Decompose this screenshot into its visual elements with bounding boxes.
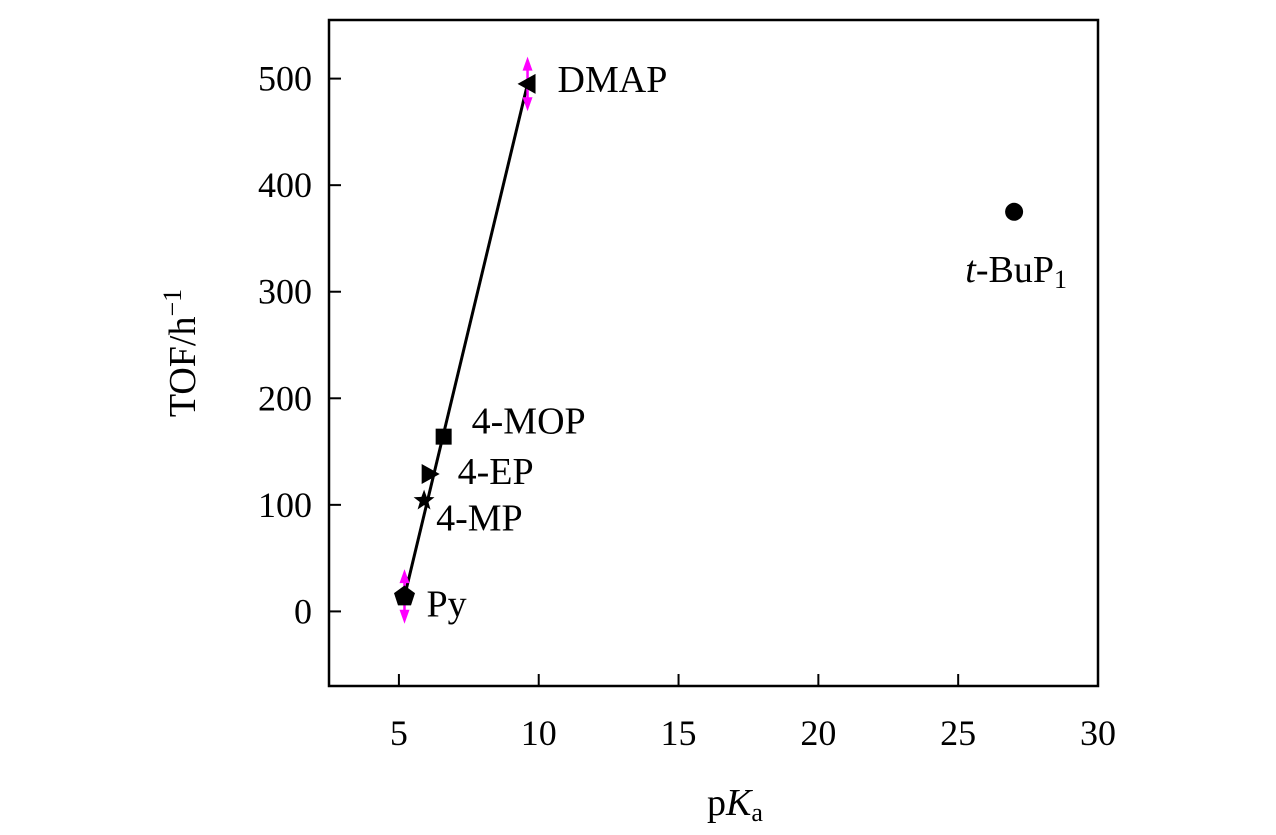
point-label-1: 4-MP: [436, 498, 523, 540]
x-tick-label-25: 25: [940, 713, 976, 753]
point-label-2: 4-EP: [458, 451, 534, 493]
y-tick-label-0: 0: [294, 591, 312, 631]
x-axis-title-sub: a: [751, 798, 763, 827]
x-tick-label-15: 15: [661, 713, 697, 753]
point-label-5: t-BuP1: [965, 249, 1067, 294]
x-tick-label-10: 10: [521, 713, 557, 753]
y-tick-label-100: 100: [258, 485, 312, 525]
x-axis-title: pKa: [707, 782, 763, 827]
data-point-circle-5: [1005, 202, 1024, 221]
x-axis-ticks: 5 10 15 20 25 30: [390, 674, 1116, 753]
point-label-4: DMAP: [558, 59, 668, 101]
y-axis-ticks: 0 100 200 300 400 500: [258, 59, 341, 631]
x-axis-title-italic: K: [725, 782, 753, 824]
y-tick-label-200: 200: [258, 378, 312, 418]
fit-line-group: [403, 83, 530, 597]
plot-frame: [327, 18, 1100, 688]
x-tick-label-5: 5: [390, 713, 408, 753]
y-axis-title-sup: −1: [158, 289, 187, 317]
point-label-0: Py: [427, 583, 467, 625]
data-point-square-3: [435, 428, 452, 445]
x-tick-label-20: 20: [800, 713, 836, 753]
point-label-3: 4-MOP: [472, 401, 586, 443]
data-point-triangle-left-4: [517, 73, 536, 94]
y-axis-title: TOF/h−1: [158, 289, 204, 417]
data-point-triangle-right-2: [421, 463, 440, 484]
point-labels: Py 4-MP 4-EP 4-MOP DMAP t-BuP1: [427, 59, 1067, 626]
data-point-star-1: [413, 489, 435, 510]
y-tick-label-300: 300: [258, 272, 312, 312]
x-tick-label-30: 30: [1080, 713, 1116, 753]
fit-line: [403, 83, 530, 597]
data-points: [394, 73, 1024, 606]
y-tick-label-500: 500: [258, 59, 312, 99]
x-axis-title-prefix: p: [707, 782, 726, 824]
y-axis-title-text: TOF/h: [162, 317, 204, 418]
y-tick-label-400: 400: [258, 165, 312, 205]
data-point-pentagon-0: [394, 585, 415, 606]
